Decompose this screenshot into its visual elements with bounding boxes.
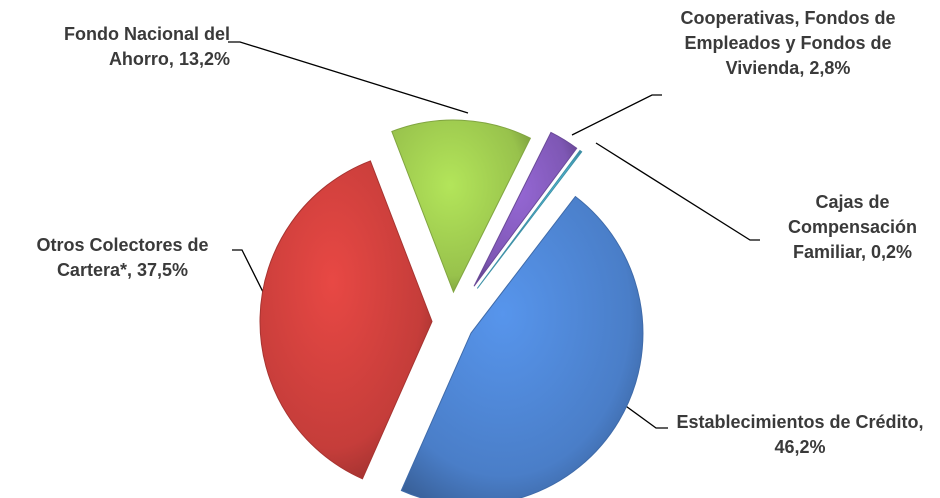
pie-slice: [476, 149, 583, 289]
pie-slice: [259, 160, 433, 480]
value-label: 13,2%: [178, 49, 230, 69]
slice-label: Cajas de Compensación Familiar, 0,2%: [765, 190, 940, 265]
slice-label: Cooperativas, Fondos de Empleados y Fond…: [668, 6, 908, 81]
slice-label: Otros Colectores de Cartera*, 37,5%: [10, 233, 235, 283]
slices: [259, 119, 644, 498]
category-label: Fondo Nacional del Ahorro,: [63, 24, 230, 69]
category-label: Cooperativas, Fondos de Empleados y Fond…: [680, 8, 896, 78]
value-label: 0,2%: [871, 242, 913, 262]
pie-slice: [400, 195, 644, 498]
value-label: 46,2%: [774, 437, 826, 457]
leader-lines: [228, 41, 760, 429]
value-label: 2,8%: [809, 58, 851, 78]
category-label: Otros Colectores de Cartera*,: [36, 235, 209, 280]
leader-line: [571, 94, 662, 136]
slice-label: Establecimientos de Crédito, 46,2%: [665, 410, 935, 460]
leader-line: [232, 249, 269, 303]
slice-label: Fondo Nacional del Ahorro, 13,2%: [8, 22, 230, 72]
leader-line: [228, 41, 469, 114]
value-label: 37,5%: [137, 260, 189, 280]
category-label: Establecimientos de Crédito,: [676, 412, 924, 432]
category-label: Cajas de Compensación Familiar,: [787, 192, 918, 262]
pie-slice: [473, 131, 578, 287]
pie-slice: [391, 119, 532, 294]
leader-line: [595, 142, 760, 241]
